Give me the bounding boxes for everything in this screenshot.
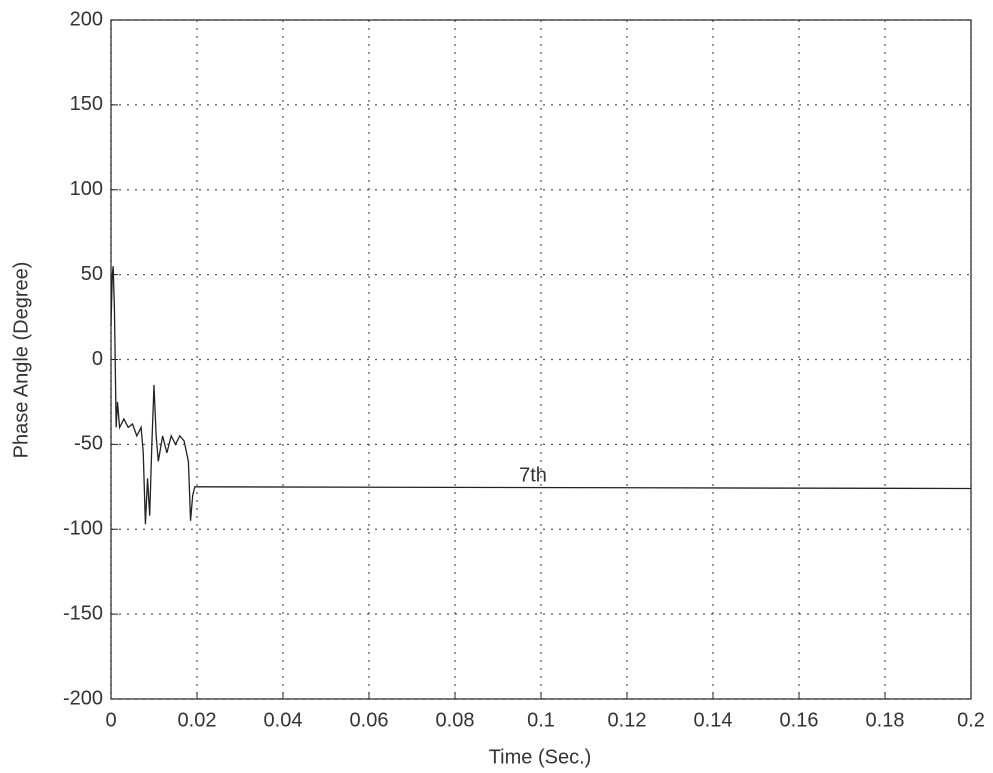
data-line — [110, 266, 972, 525]
x-tick-label: 0.08 — [436, 709, 475, 731]
plot-frame — [110, 19, 972, 700]
x-tick-label: 0.14 — [694, 709, 733, 731]
annotation: 7th — [519, 464, 547, 486]
x-axis-label: Time (Sec.) — [489, 746, 592, 768]
y-tick-label: 100 — [70, 178, 103, 200]
y-tick-label: -50 — [74, 433, 103, 455]
y-tick-label: 0 — [92, 348, 103, 370]
x-tick-label: 0.16 — [780, 709, 819, 731]
y-tick-label: 150 — [70, 93, 103, 115]
y-tick-label: -100 — [63, 518, 103, 540]
x-tick-label: 0.2 — [957, 709, 985, 731]
y-tick-label: 200 — [70, 8, 103, 30]
y-axis-label: Phase Angle (Degree) — [10, 262, 32, 459]
y-tick-label: 50 — [81, 263, 103, 285]
x-tick-label: 0.18 — [866, 709, 905, 731]
x-tick-label: 0.04 — [264, 709, 303, 731]
x-tick-label: 0.12 — [608, 709, 647, 731]
x-tick-label: 0.06 — [350, 709, 389, 731]
x-tick-label: 0 — [105, 709, 116, 731]
y-tick-label: -150 — [63, 602, 103, 624]
x-tick-label: 0.1 — [527, 709, 555, 731]
y-tick-label: -200 — [63, 687, 103, 709]
x-tick-label: 0.02 — [178, 709, 217, 731]
